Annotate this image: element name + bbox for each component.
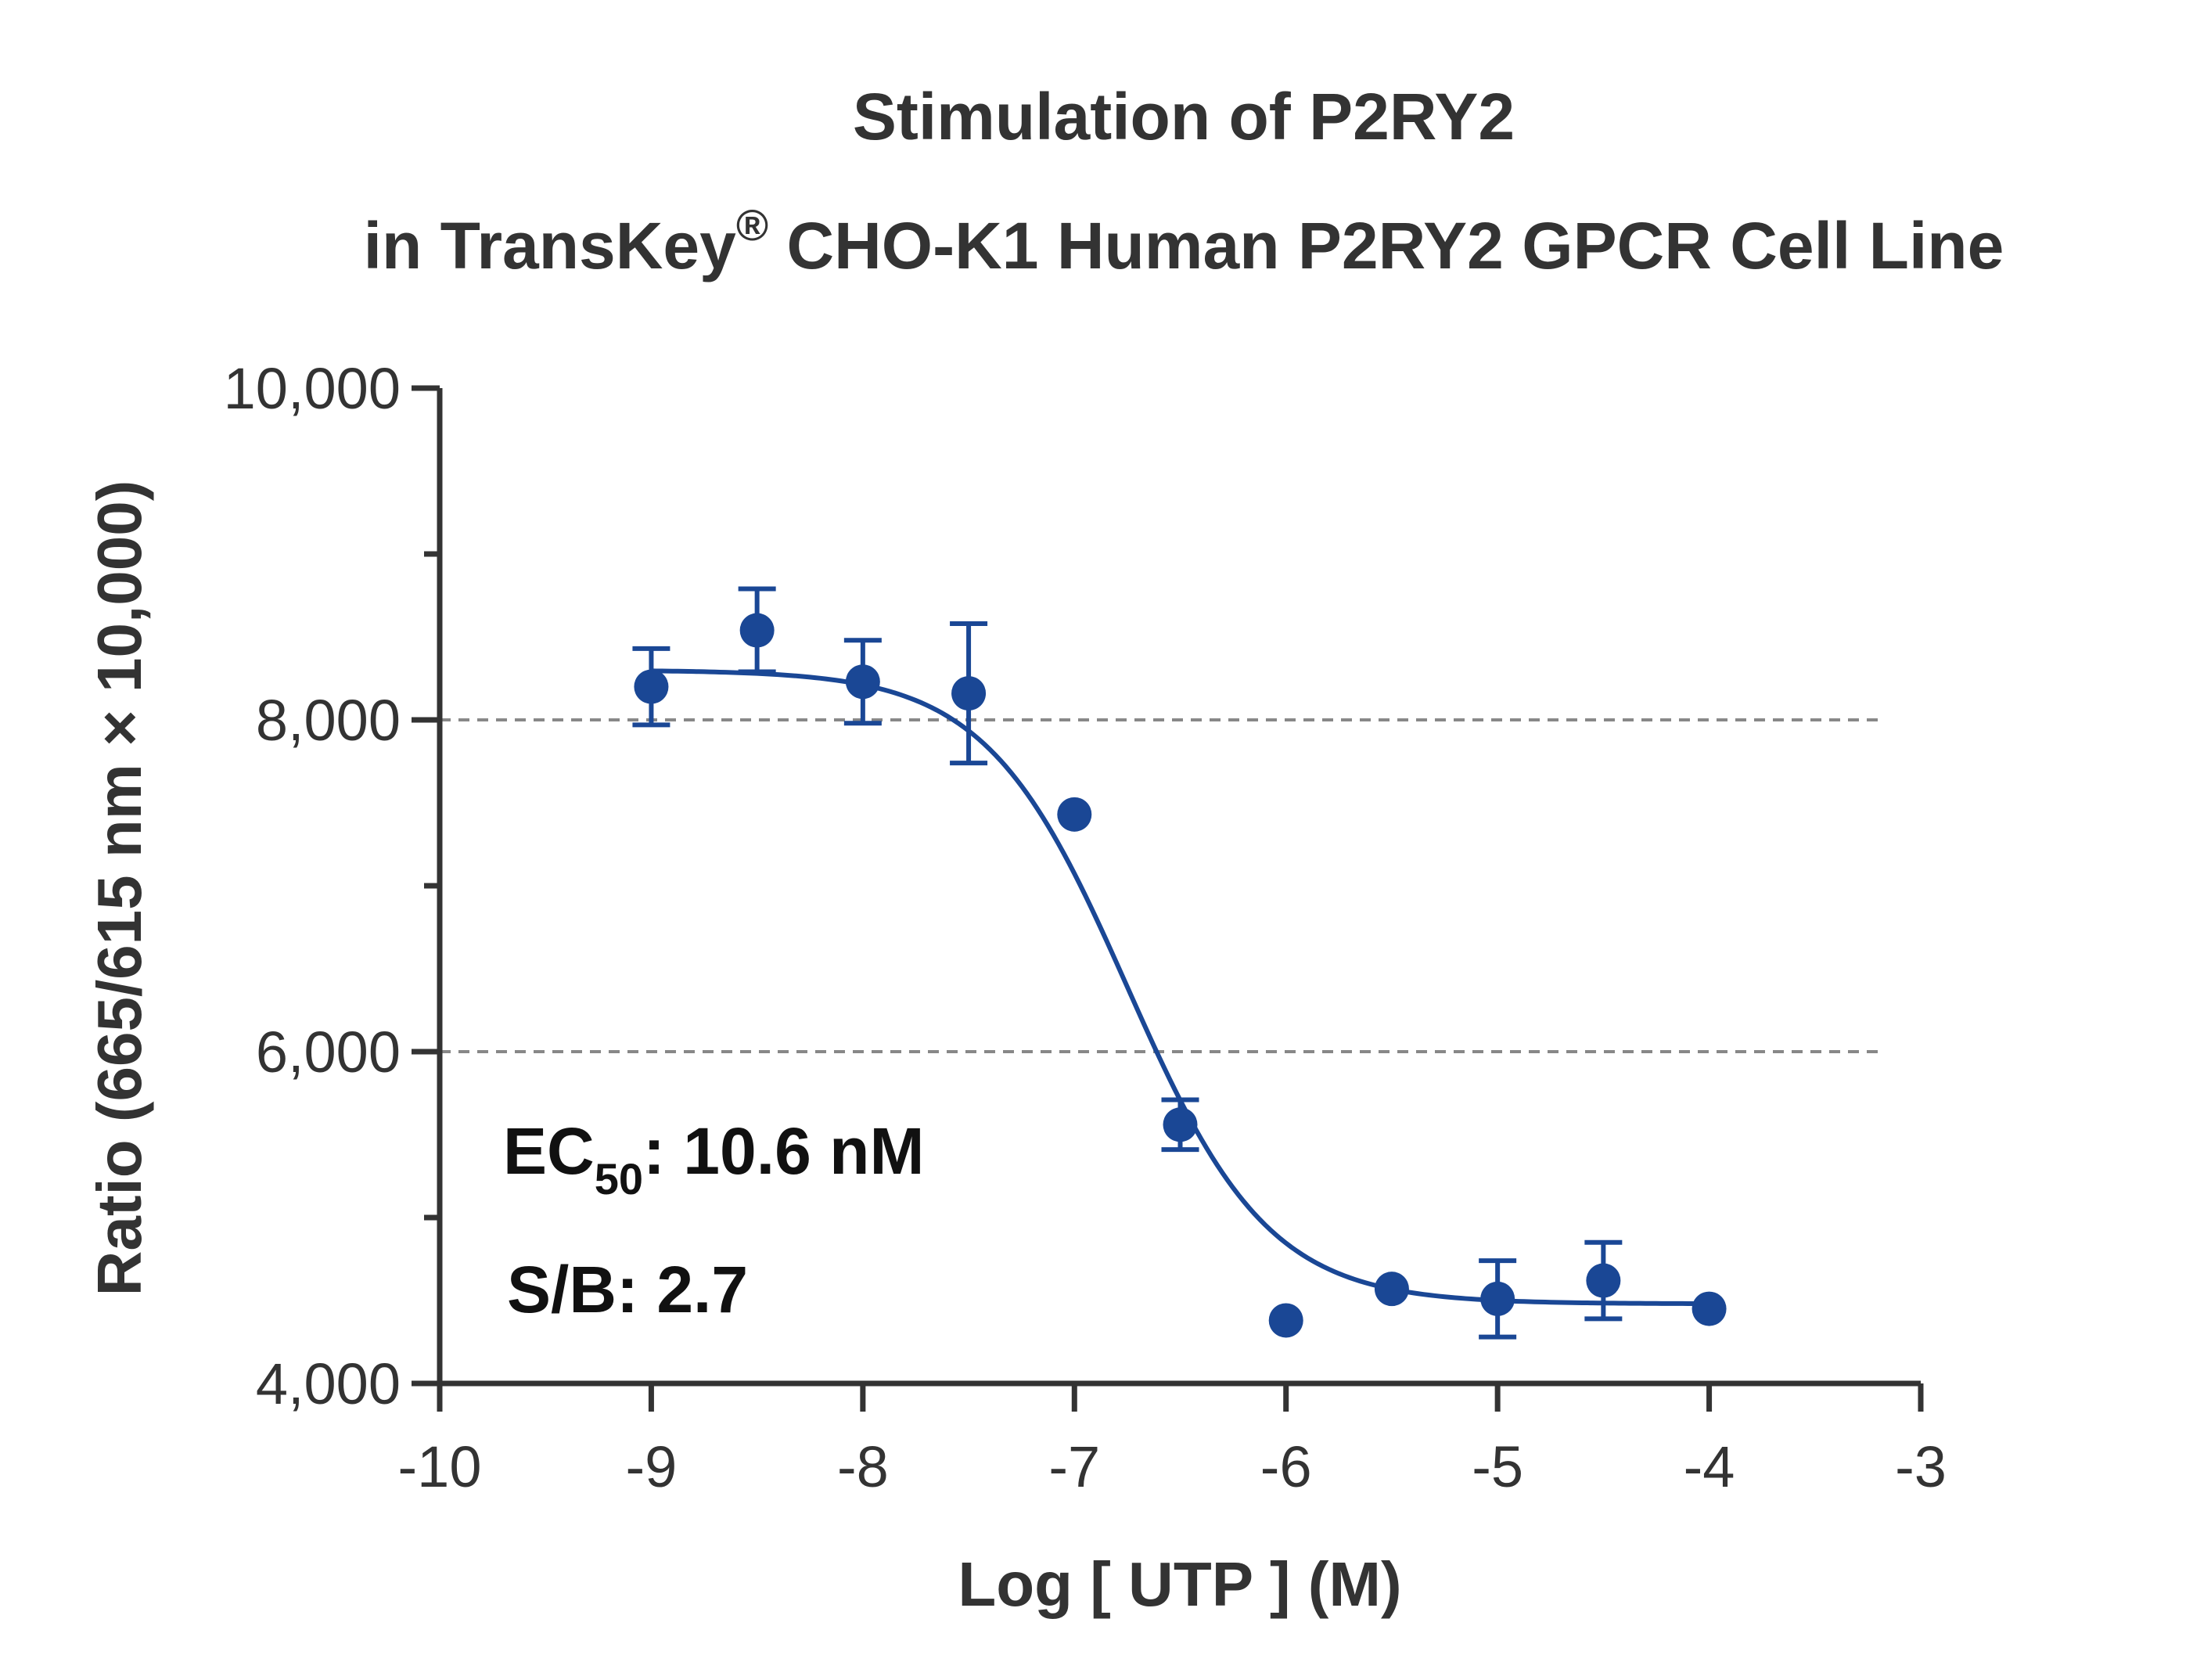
x-tick-labels: -10 -9 -8 -7 -6 -5 -4 -3 (398, 1434, 1947, 1499)
y-tick-labels: 4,000 6,000 8,000 10,000 (224, 356, 401, 1416)
y-tick-label: 8,000 (256, 688, 401, 753)
y-tick-label: 10,000 (224, 356, 401, 421)
x-tick-label: -8 (837, 1434, 889, 1499)
x-axis-title: Log [ UTP ] (M) (958, 1549, 1401, 1619)
data-point (1480, 1281, 1515, 1316)
chart-title: Stimulation of P2RY2 (853, 80, 1515, 153)
data-points (634, 613, 1727, 1338)
y-tick-label: 6,000 (256, 1020, 401, 1085)
data-point (1692, 1291, 1727, 1326)
data-point (845, 664, 880, 700)
ec50-subscript: 50 (595, 1154, 643, 1203)
x-tick-label: -10 (398, 1434, 482, 1499)
ec50-prefix: EC (503, 1114, 595, 1188)
registered-mark: ® (736, 200, 768, 250)
data-point (1268, 1303, 1303, 1338)
y-tick-label: 4,000 (256, 1351, 401, 1416)
x-tick-label: -4 (1684, 1434, 1735, 1499)
gridlines (440, 718, 1878, 1053)
error-bars (632, 586, 1623, 1340)
x-tick-label: -6 (1260, 1434, 1312, 1499)
ec50-value: : 10.6 nM (643, 1114, 924, 1188)
axes (412, 385, 1924, 1412)
ec50-annotation: EC50: 10.6 nM (503, 1114, 924, 1203)
data-point (1163, 1107, 1198, 1142)
subtitle-prefix: in TransKey (364, 209, 736, 282)
data-point (1374, 1272, 1409, 1307)
sb-annotation: S/B: 2.7 (507, 1253, 748, 1326)
y-axis-title: Ratio (665/615 nm × 10,000) (84, 480, 154, 1297)
x-tick-label: -9 (626, 1434, 678, 1499)
data-point (1057, 797, 1092, 832)
x-tick-label: -3 (1895, 1434, 1947, 1499)
x-tick-label: -5 (1472, 1434, 1523, 1499)
data-point (951, 676, 987, 711)
data-point (634, 669, 669, 704)
data-point (739, 613, 775, 648)
fit-curve (651, 668, 1709, 1307)
subtitle-suffix: CHO-K1 Human P2RY2 GPCR Cell Line (768, 209, 2004, 282)
chart-subtitle: in TransKey® CHO-K1 Human P2RY2 GPCR Cel… (364, 200, 2004, 282)
data-point (1586, 1263, 1621, 1298)
x-tick-label: -7 (1048, 1434, 1100, 1499)
